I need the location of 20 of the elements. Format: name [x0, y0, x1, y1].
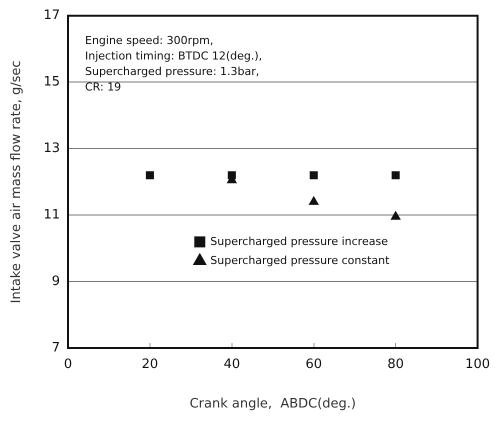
- x-tick-label: 0: [64, 357, 72, 372]
- y-axis-title: Intake valve air mass flow rate, g/sec: [9, 60, 24, 304]
- x-tick-label: 20: [142, 357, 158, 372]
- y-tick-label: 11: [43, 207, 60, 222]
- legend-label: Supercharged pressure increase: [210, 234, 388, 248]
- x-axis-title: Crank angle, ABDC(deg.): [190, 396, 356, 412]
- annotation: Injection timing: BTDC 12(deg.),: [85, 50, 262, 63]
- y-tick-label: 15: [43, 74, 60, 90]
- y-tick-label: 9: [52, 274, 60, 289]
- y-tick-label: 13: [43, 141, 60, 156]
- x-tick-label: 100: [465, 357, 490, 372]
- y-tick-label: 17: [43, 8, 60, 24]
- legend-label: Supercharged pressure constant: [210, 254, 390, 267]
- x-tick-label: 40: [224, 357, 240, 372]
- annotation: Supercharged pressure: 1.3bar,: [85, 65, 260, 78]
- x-tick-label: 60: [305, 357, 322, 372]
- y-tick-label: 7: [52, 340, 60, 356]
- annotation: CR: 19: [85, 80, 122, 94]
- x-tick-label: 80: [387, 357, 404, 372]
- annotation: Engine speed: 300rpm,: [85, 34, 214, 48]
